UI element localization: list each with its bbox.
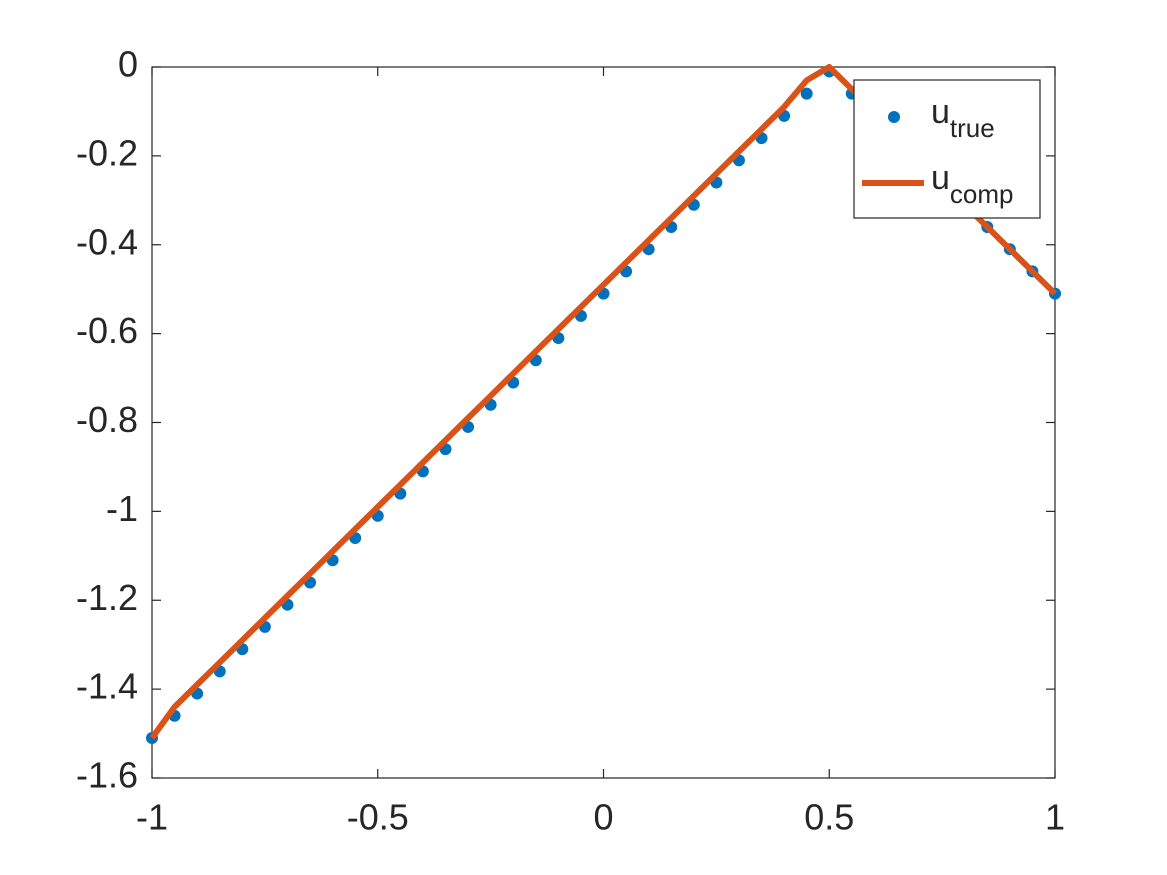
x-tick-label: -1 [136,797,168,838]
y-tick-label: -1.6 [76,755,138,796]
y-tick-label: -1.2 [76,577,138,618]
x-tick-label: -0.5 [347,797,409,838]
legend-box [853,79,1041,219]
data-point [800,87,813,100]
y-tick-label: -0.4 [76,221,138,262]
legend-marker [888,111,900,123]
axes-box [151,66,1056,779]
legend-label: utrue [931,93,995,143]
x-tick-label: 1 [1045,797,1065,838]
y-tick-label: 0 [118,44,138,85]
y-tick-label: -0.2 [76,132,138,173]
x-tick-label: 0 [593,797,613,838]
legend-label: ucomp [931,159,1014,209]
y-tick-label: -1.4 [76,666,138,707]
y-tick-label: -1 [106,488,138,529]
y-tick-label: -0.6 [76,310,138,351]
y-tick-label: -0.8 [76,399,138,440]
x-tick-label: 0.5 [804,797,854,838]
